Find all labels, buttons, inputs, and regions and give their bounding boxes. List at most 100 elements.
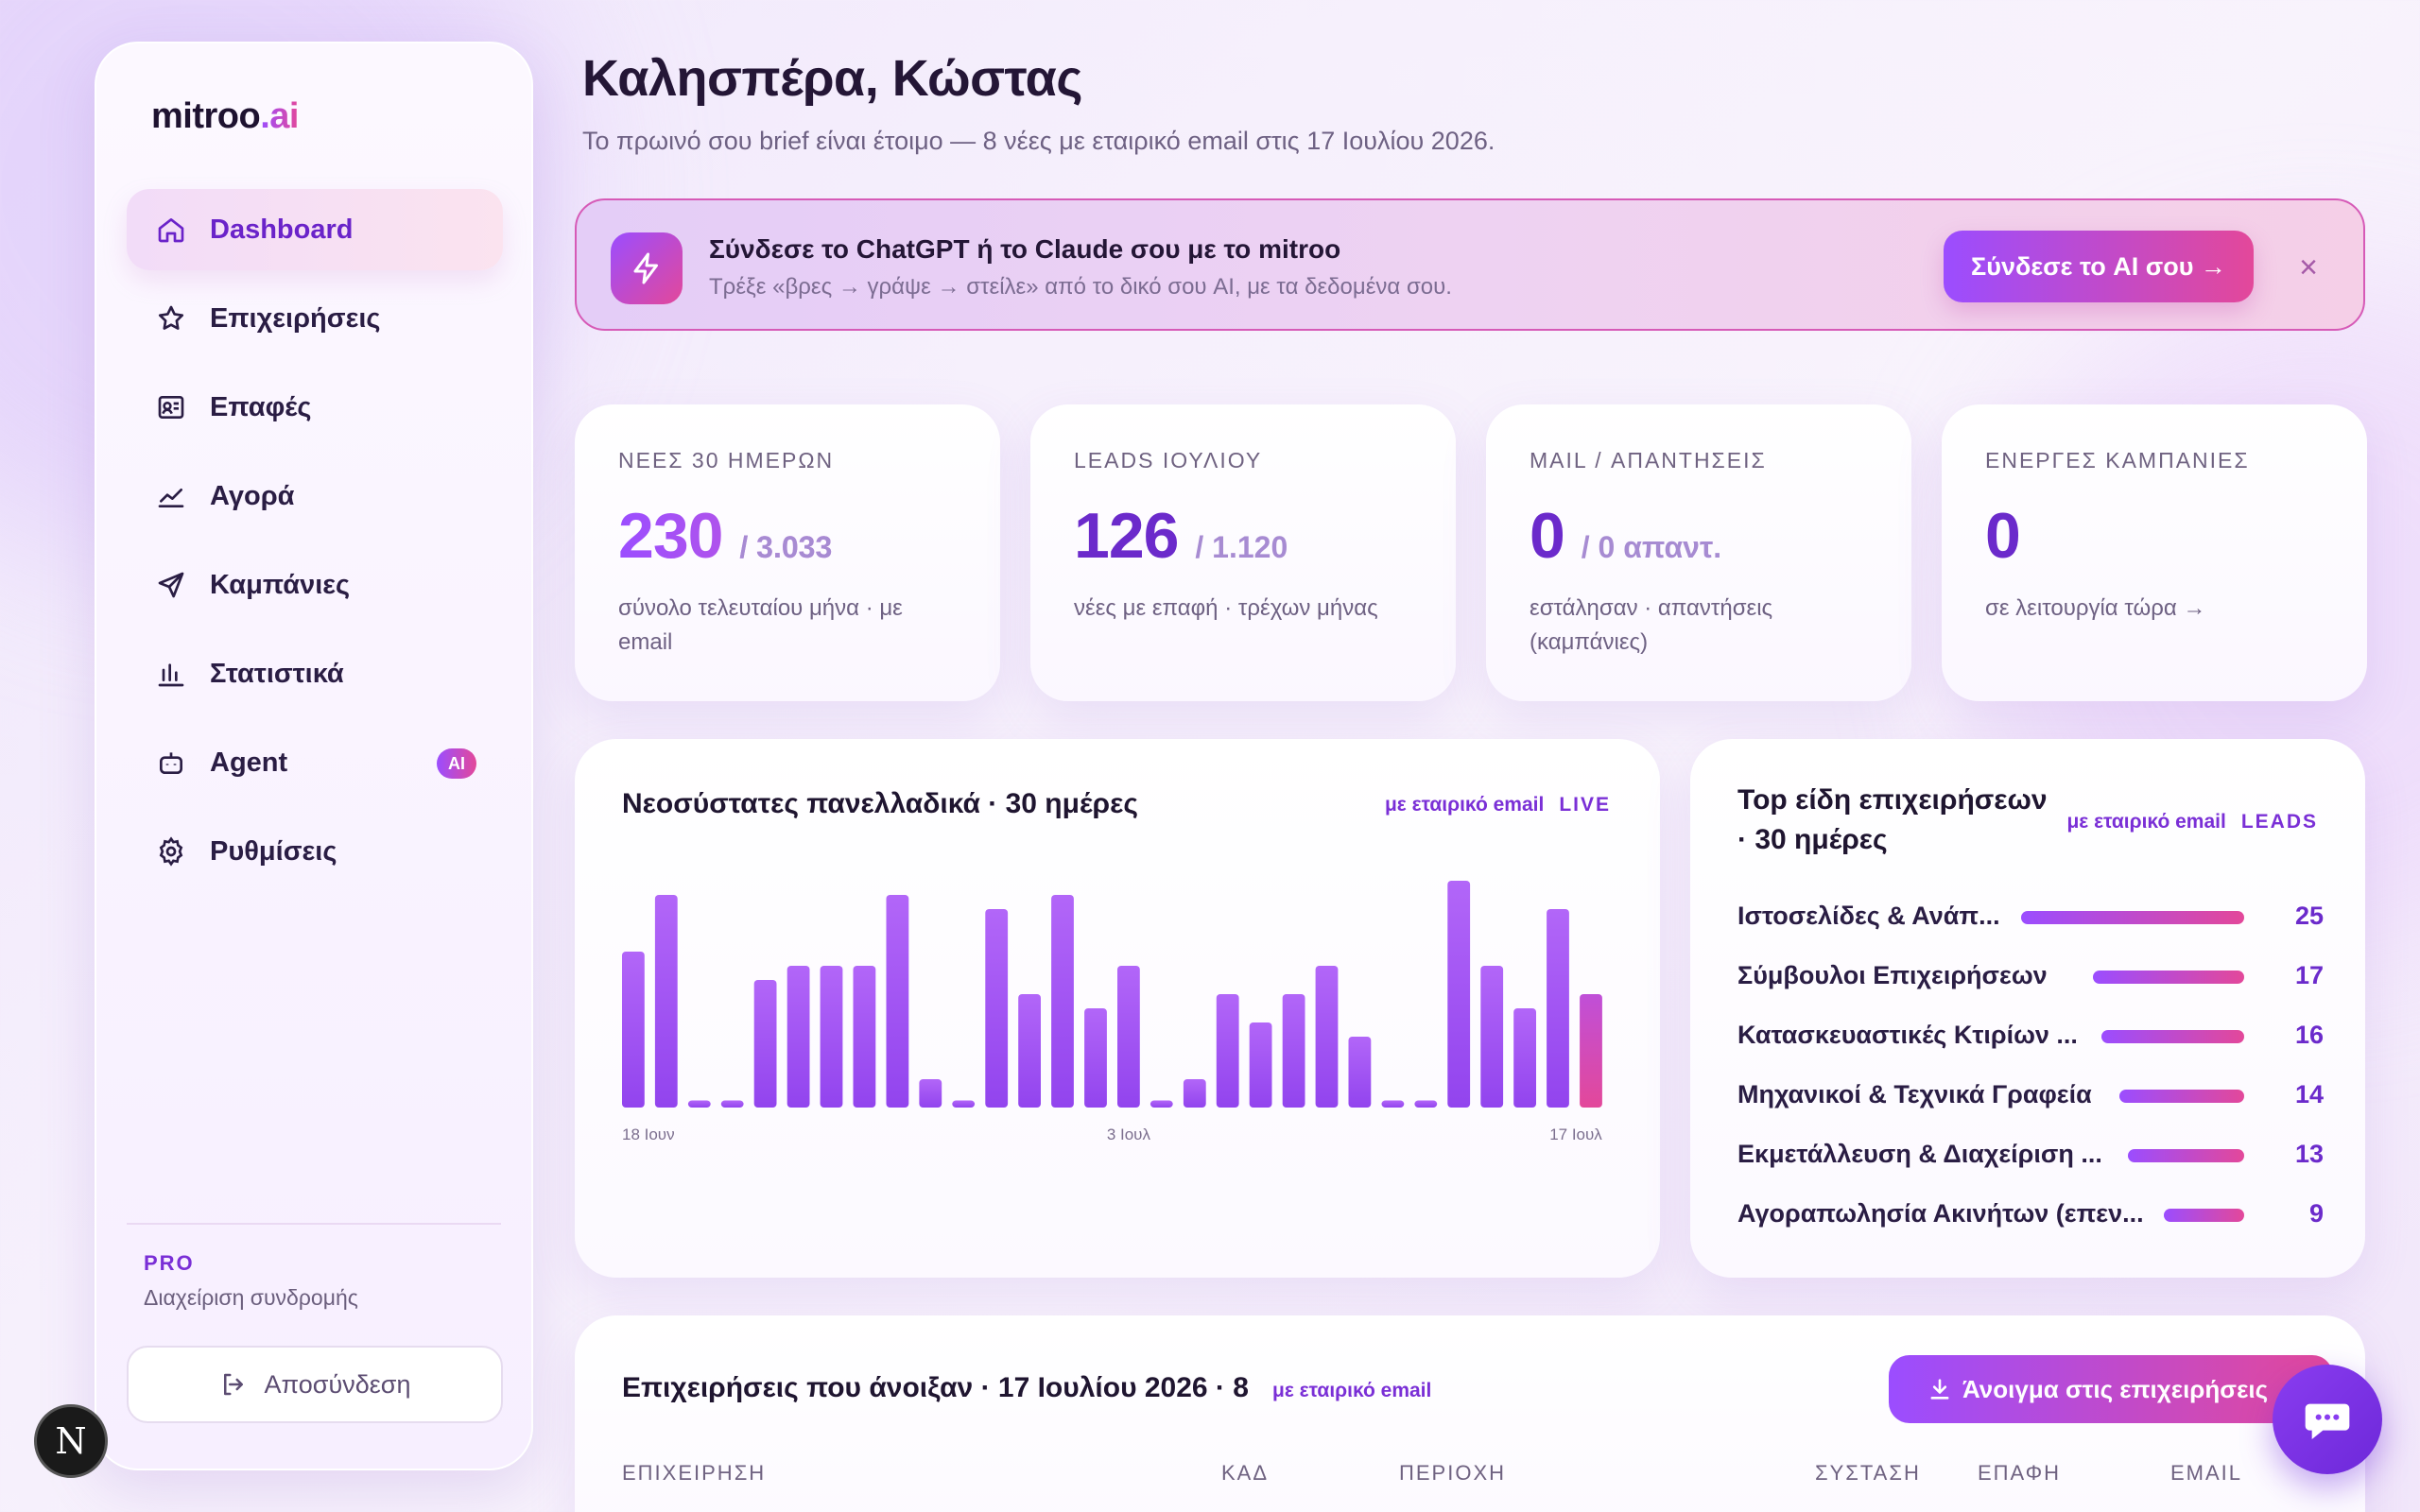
sidebar-item-dashboard[interactable]: Dashboard [127,189,503,270]
open-in-businesses-button[interactable]: Άνοιγμα στις επιχειρήσεις [1889,1355,2333,1423]
chart-bar[interactable] [1117,966,1140,1108]
top-type-value: 25 [2294,902,2324,930]
chart-bar[interactable] [1183,1079,1206,1108]
stat-label: ΝΕΕΣ 30 ΗΜΕΡΩΝ [618,448,835,472]
column-header-region[interactable]: ΠΕΡΙΟΧΗ [1399,1461,1507,1485]
stat-note: σε λειτουργία τώρα → [1985,595,2206,621]
column-header-email[interactable]: EMAIL [2170,1461,2243,1485]
top-type-name: Ιστοσελίδες & Ανάπ... [1737,902,2000,930]
top-type-name: Μηχανικοί & Τεχνικά Γραφεία [1737,1080,2092,1108]
chart-bar[interactable] [1547,909,1569,1108]
download-icon [1930,1379,1949,1400]
stat-card-mail-replies[interactable]: MAIL / ΑΠΑΝΤΗΣΕΙΣ 0 / 0 απαντ. εστάλησαν… [1486,404,1911,701]
chart-bar[interactable] [1414,1100,1438,1108]
top-type-row[interactable]: Κατασκευαστικές Κτιρίων ... 16 [1737,1017,2324,1055]
stat-label: ΕΝΕΡΓΕΣ ΚΑΜΠΑΝΙΕΣ [1985,448,2250,472]
connect-ai-button[interactable]: Σύνδεσε το AI σου → [1944,231,2254,302]
column-header-business[interactable]: ΕΠΙΧΕΙΡΗΣΗ [622,1461,767,1485]
stat-note: εστάλησαν · απαντήσεις (καμπάνιες) [1530,595,1773,655]
top-type-row[interactable]: Μηχανικοί & Τεχνικά Γραφεία 14 [1737,1076,2324,1114]
column-header-contact[interactable]: ΕΠΑΦΗ [1978,1461,2062,1485]
chart-bar[interactable] [1249,1022,1272,1108]
banner-title: Σύνδεσε το ChatGPT ή το Claude σου με το… [709,234,1341,264]
logout-label: Αποσύνδεση [264,1369,411,1399]
chart-bar[interactable] [687,1100,711,1108]
dev-indicator-badge[interactable]: N [34,1404,108,1478]
top-type-bar [2093,971,2244,984]
ai-badge: AI [437,748,476,779]
chart-bar[interactable] [952,1100,976,1108]
stat-value: 126 / 1.120 [1074,500,1288,572]
chart-bar[interactable] [1051,895,1074,1108]
top-type-value: 16 [2294,1021,2324,1049]
chat-bubble-icon [2305,1403,2350,1439]
chart-bar[interactable] [1381,1100,1405,1108]
stat-value: 0 / 0 απαντ. [1530,500,1722,572]
chart-bar[interactable] [1282,994,1305,1108]
sidebar-item-agent[interactable]: Agent AI [127,722,503,803]
robot-icon [155,747,187,779]
top-type-bar [2021,911,2244,924]
logout-icon [223,1373,243,1396]
bar-chart: 18 Ιουν 3 Ιουλ 17 Ιουλ [622,881,1602,1143]
manage-subscription-link[interactable]: Διαχείριση συνδρομής [144,1285,358,1310]
chart-bar[interactable] [1513,1008,1536,1108]
top-title: Top είδη επιχειρήσεων · 30 ημέρες [1737,784,2048,855]
sidebar-item-businesses[interactable]: Επιχειρήσεις [127,278,503,359]
sidebar-item-contacts[interactable]: Επαφές [127,367,503,448]
sidebar-item-campaigns[interactable]: Καμπάνιες [127,544,503,626]
top-type-row[interactable]: Σύμβουλοι Επιχειρήσεων 17 [1737,957,2324,995]
chart-bar[interactable] [1348,1037,1372,1108]
top-type-row[interactable]: Αγοραπωλησία Ακινήτων (επεν... 9 [1737,1195,2324,1233]
top-type-row[interactable]: Ιστοσελίδες & Ανάπ... 25 [1737,898,2324,936]
sidebar-item-statistics[interactable]: Στατιστικά [127,633,503,714]
chart-bar[interactable] [820,966,843,1108]
chart-bar[interactable] [886,895,909,1108]
new-businesses-chart-card: Νεοσύστατες πανελλαδικά · 30 ημέρες με ε… [575,739,1660,1278]
top-type-name: Κατασκευαστικές Κτιρίων ... [1737,1021,2078,1049]
top-type-row[interactable]: Εκμετάλλευση & Διαχείριση ... 13 [1737,1136,2324,1174]
stat-label: LEADS ΙΟΥΛΙΟΥ [1074,448,1263,472]
stat-card-leads-july[interactable]: LEADS ΙΟΥΛΙΟΥ 126 / 1.120 νέες με επαφή … [1030,404,1456,701]
close-icon[interactable]: × [2299,249,2318,285]
bar-chart-icon [155,658,187,690]
brand-logo[interactable]: mitroo.ai [151,96,299,136]
chart-bar[interactable] [1480,966,1504,1108]
column-header-founded[interactable]: ΣΥΣΤΑΣΗ [1815,1461,1921,1485]
chat-button[interactable] [2273,1365,2382,1474]
stat-card-active-campaigns[interactable]: ΕΝΕΡΓΕΣ ΚΑΜΠΑΝΙΕΣ 0 σε λειτουργία τώρα → [1942,404,2367,701]
chart-bar[interactable] [985,909,1009,1108]
chart-bar[interactable] [1447,881,1471,1108]
column-header-kad[interactable]: ΚΑΔ [1221,1461,1270,1485]
chart-bar[interactable] [786,966,810,1108]
chart-bar[interactable] [1018,994,1041,1108]
sidebar-item-market[interactable]: Αγορά [127,455,503,537]
chart-bar[interactable] [1216,994,1239,1108]
chart-bar[interactable] [919,1079,942,1108]
table-tag: με εταιρικό email [1272,1380,1432,1401]
chart-bar[interactable] [1150,1100,1173,1108]
chart-bar[interactable] [622,952,645,1108]
sidebar-item-label: Αγορά [210,480,295,511]
top-type-name: Αγοραπωλησία Ακινήτων (επεν... [1737,1199,2144,1228]
chart-bar[interactable] [1084,1008,1107,1108]
live-badge: LIVE [1559,794,1611,816]
send-icon [155,569,187,601]
stat-card-new-30-days[interactable]: ΝΕΕΣ 30 ΗΜΕΡΩΝ 230 / 3.033 σύνολο τελευτ… [575,404,1000,701]
opened-businesses-card: Επιχειρήσεις που άνοιξαν · 17 Ιουλίου 20… [575,1315,2365,1512]
chart-bar[interactable] [1580,994,1602,1108]
chart-bar[interactable] [853,966,876,1108]
chart-bar[interactable] [654,895,678,1108]
logout-button[interactable]: Αποσύνδεση [127,1346,503,1423]
sidebar-item-settings[interactable]: Ρυθμίσεις [127,811,503,892]
top-type-value: 14 [2294,1080,2324,1108]
chart-bar[interactable] [720,1100,744,1108]
table-title: Επιχειρήσεις που άνοιξαν · 17 Ιουλίου 20… [622,1372,1249,1403]
chart-bar[interactable] [753,980,777,1108]
chart-bar[interactable] [1315,966,1339,1108]
stat-note: σύνολο τελευταίου μήνα · με email [618,595,903,655]
x-tick-label: 3 Ιουλ [1107,1125,1151,1143]
top-business-types-card: Top είδη επιχειρήσεων · 30 ημέρες με ετα… [1690,739,2365,1278]
top-type-bar [2119,1090,2244,1103]
top-type-value: 17 [2294,961,2324,989]
